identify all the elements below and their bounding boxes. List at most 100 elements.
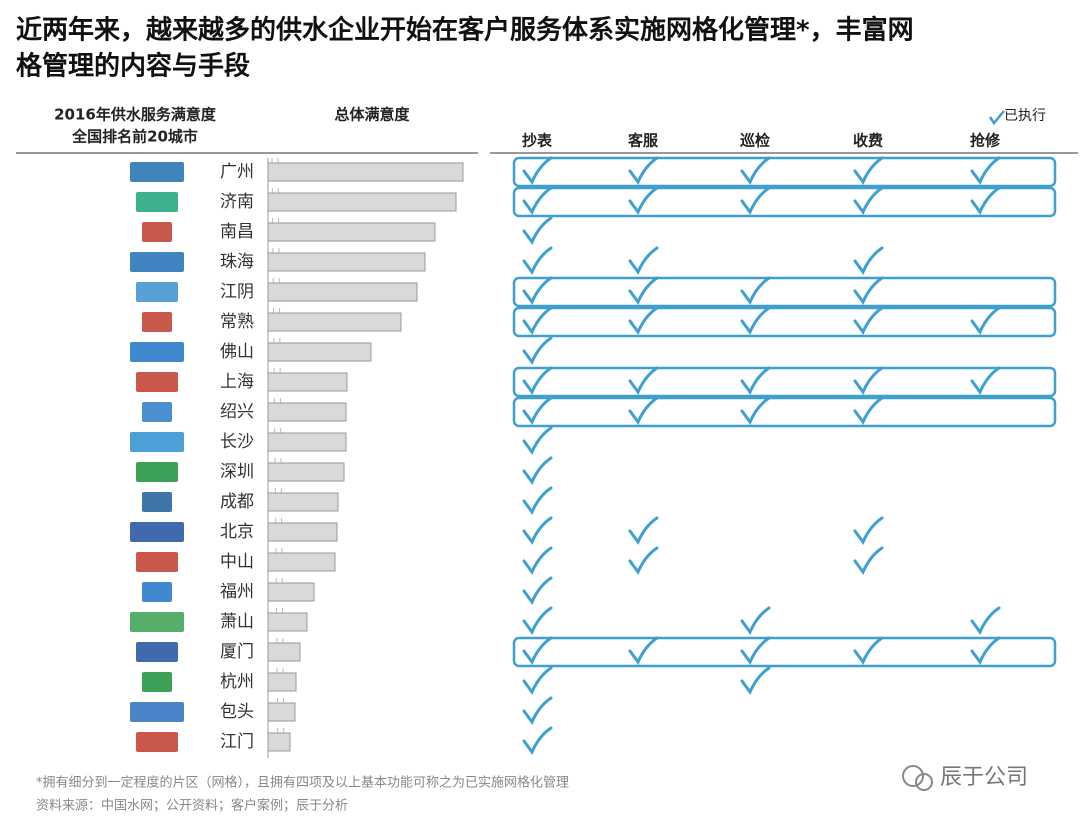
check (740, 606, 771, 635)
logo (142, 582, 172, 602)
axis-break (271, 157, 285, 759)
wechat-icon (902, 765, 924, 787)
logo (136, 642, 178, 662)
check (853, 276, 884, 305)
highlight-box (512, 306, 1057, 338)
check (853, 636, 884, 665)
check (970, 636, 1001, 665)
highlight-box (512, 186, 1057, 218)
check (522, 156, 553, 185)
category-label: 绍兴 (220, 402, 254, 422)
check (522, 216, 553, 245)
check (522, 456, 553, 485)
check (522, 246, 553, 275)
check (628, 396, 659, 425)
legend-check (988, 110, 1005, 126)
column-header: 巡检 (740, 132, 770, 150)
check (522, 486, 553, 515)
logo (130, 522, 184, 542)
check (522, 306, 553, 335)
bar (267, 162, 464, 182)
column-header: 客服 (627, 132, 659, 150)
bar (267, 342, 372, 362)
logo (136, 552, 178, 572)
highlight-box (512, 156, 1057, 188)
logo (136, 192, 178, 212)
logo (130, 342, 184, 362)
logo (130, 432, 184, 452)
check (522, 726, 553, 755)
logo (130, 612, 184, 632)
check (853, 366, 884, 395)
bar (267, 372, 348, 392)
category-label: 深圳 (220, 462, 254, 482)
check (740, 156, 771, 185)
check (522, 366, 553, 395)
category-label: 江门 (220, 732, 254, 752)
check (970, 306, 1001, 335)
category-label: 福州 (220, 582, 254, 602)
legend-label: 已执行 (1004, 108, 1046, 124)
bar (267, 222, 436, 242)
bar (267, 492, 339, 512)
check (970, 156, 1001, 185)
logo (136, 372, 178, 392)
logo (142, 492, 172, 512)
category-label: 常熟 (220, 311, 254, 332)
category-label: 杭州 (220, 672, 254, 692)
check (853, 306, 884, 335)
check (740, 366, 771, 395)
bar (267, 582, 315, 602)
source: 资料来源：中国水网；公开资料；客户案例；辰于分析 (36, 798, 348, 814)
check (628, 156, 659, 185)
column-header: 抄表 (522, 132, 553, 150)
check (628, 546, 659, 575)
logo (142, 672, 172, 692)
logo (142, 402, 172, 422)
logo (130, 162, 184, 182)
check (522, 696, 553, 725)
category-label: 中山 (220, 552, 254, 572)
bar (267, 462, 345, 482)
check (970, 606, 1001, 635)
check (628, 276, 659, 305)
bar (267, 732, 291, 752)
check (522, 186, 553, 215)
logo (136, 732, 178, 752)
category-label: 包头 (220, 702, 254, 722)
bar (267, 312, 402, 332)
highlight-box (512, 396, 1057, 428)
check (522, 546, 553, 575)
category-label: 长沙 (220, 432, 254, 452)
check (740, 186, 771, 215)
title: 近两年来，越来越多的供水企业开始在客户服务体系实施网格化管理*，丰富网 (16, 15, 914, 46)
check (522, 576, 553, 605)
check (740, 666, 771, 695)
check (628, 246, 659, 275)
category-label: 成都 (220, 492, 254, 512)
logo (136, 282, 178, 302)
logo (130, 702, 184, 722)
check (853, 156, 884, 185)
logo (136, 462, 178, 482)
check (970, 366, 1001, 395)
title: 格管理的内容与手段 (16, 51, 250, 82)
check (628, 636, 659, 665)
bar (267, 612, 308, 632)
header: 2016年供水服务满意度 (54, 106, 217, 124)
logo (142, 312, 172, 332)
category-label: 厦门 (220, 642, 254, 662)
check (740, 276, 771, 305)
header: 全国排名前20城市 (71, 128, 198, 146)
bar (267, 432, 347, 452)
check (522, 606, 553, 635)
header: 总体满意度 (334, 106, 410, 124)
category-label: 佛山 (220, 342, 254, 362)
check (628, 306, 659, 335)
check (740, 306, 771, 335)
check (628, 366, 659, 395)
check (522, 396, 553, 425)
column-header: 收费 (853, 132, 883, 150)
category-label: 江阴 (220, 282, 254, 302)
